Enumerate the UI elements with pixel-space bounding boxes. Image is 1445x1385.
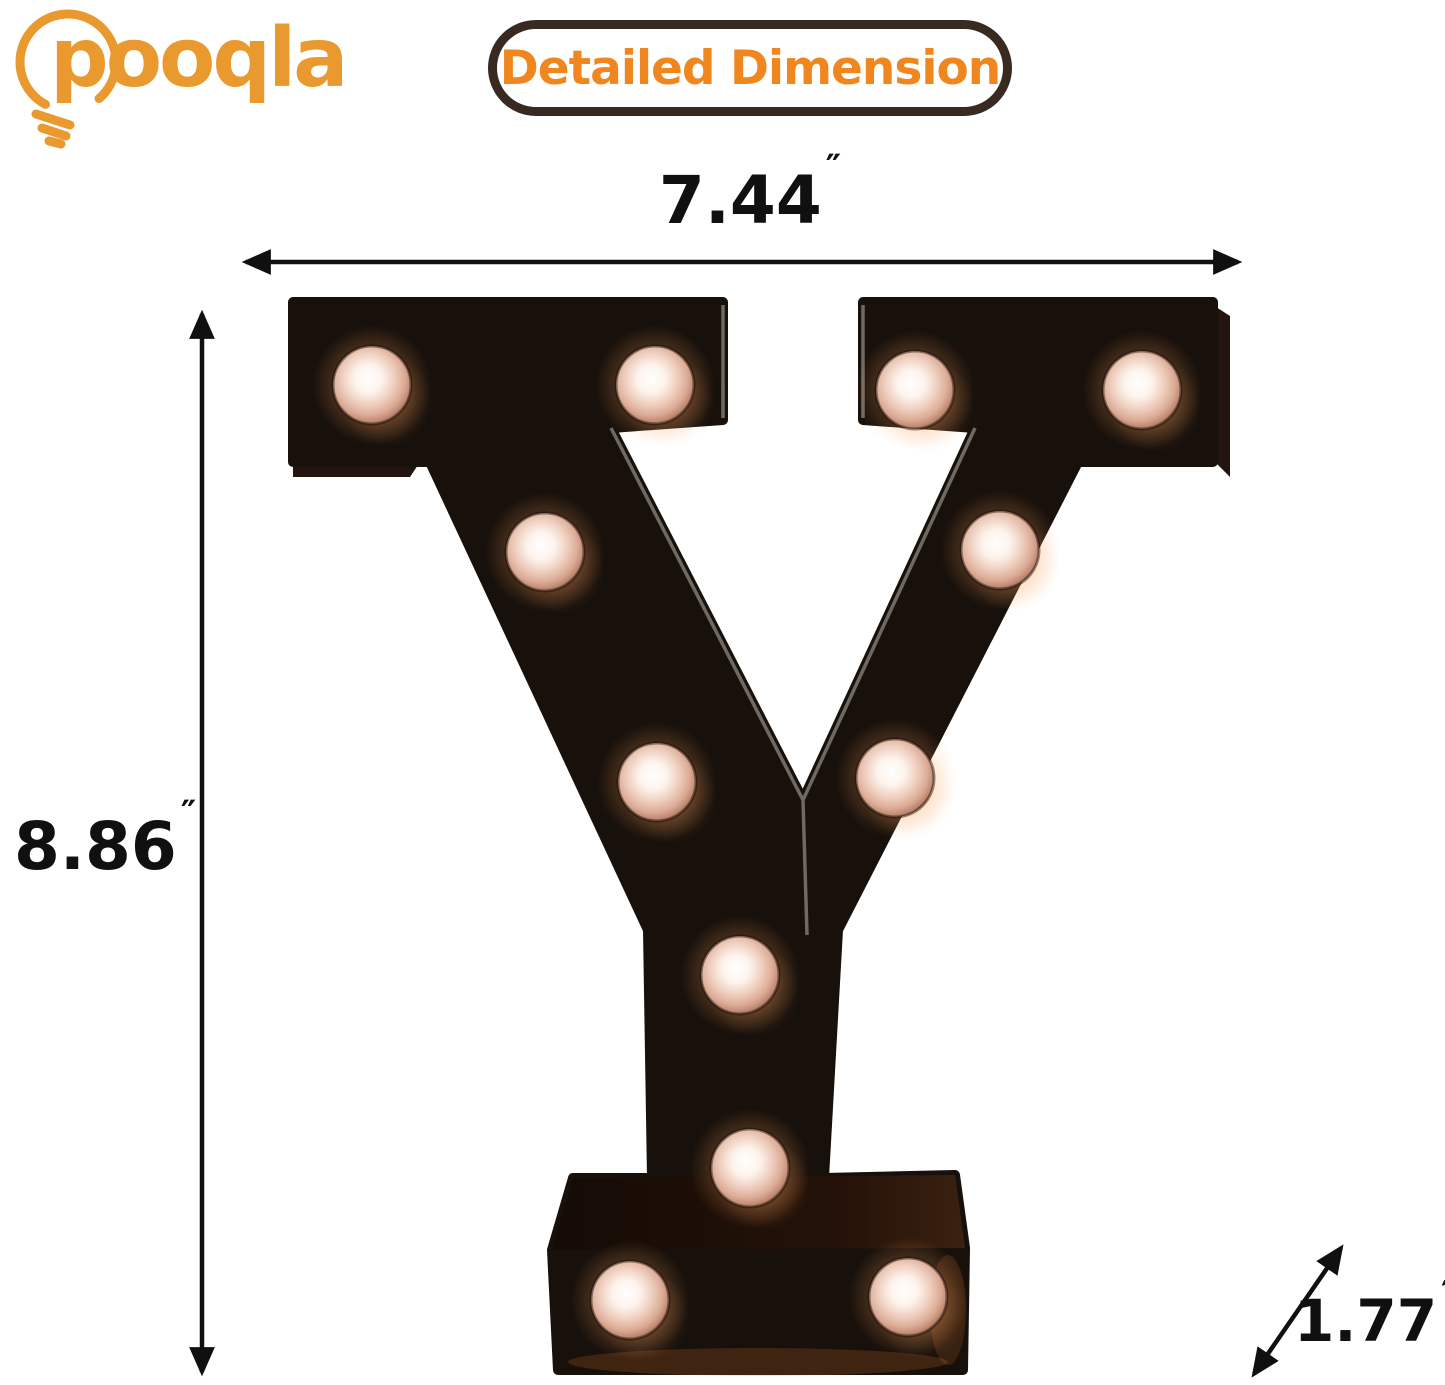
title-badge-label: Detailed Dimension (499, 40, 1001, 96)
lightbulb-icon (15, 9, 121, 149)
brand-logo: pooqla (6, 2, 366, 152)
height-value: 8.86 (14, 808, 177, 885)
inch-mark: ″ (180, 793, 197, 834)
inch-mark: ″ (825, 147, 842, 188)
inch-mark: ″ (1441, 1275, 1445, 1310)
width-value: 7.44 (658, 162, 822, 239)
title-badge: Detailed Dimension (488, 20, 1012, 116)
depth-value: 1.77 (1294, 1287, 1438, 1355)
height-dimension-label: 8.86 ″ (14, 797, 196, 880)
width-dimension-label: 7.44 ″ (600, 151, 900, 234)
brand-name: pooqla (50, 11, 349, 106)
depth-dimension-label: 1.77″ (1294, 1277, 1445, 1350)
depth-arrow (1251, 1244, 1344, 1378)
